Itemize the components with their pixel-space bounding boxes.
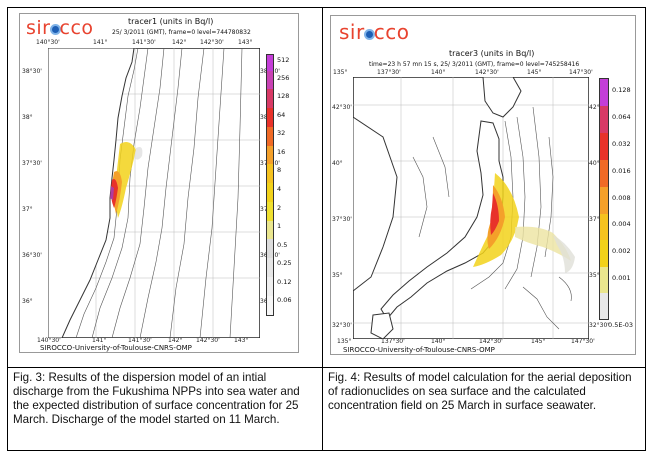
fig4-top-tick: 145°	[527, 69, 542, 76]
fig3-colorbar-label: 8	[277, 166, 282, 174]
fig4-top-tick: 137°30'	[377, 69, 401, 76]
fig4-bottom-tick: 142°30'	[479, 338, 503, 345]
fig3-colorbar-label: 0.06	[277, 296, 292, 304]
fig4-bottom-tick: 135°	[337, 338, 352, 345]
fig3-bottom-tick: 142°30'	[196, 337, 220, 344]
fig3-bottom-tick: 143°	[234, 337, 249, 344]
logo-text-a: sir	[339, 20, 365, 44]
fig4-left-tick: 37°30'	[332, 216, 352, 223]
fig3-caption: Fig. 3: Results of the dispersion model …	[13, 371, 300, 426]
fig3-panel: sir cco tracer1 (units in Bq/l) 25/ 3/201…	[19, 13, 299, 353]
fig3-map	[48, 48, 260, 338]
fig3-left-tick: 38°30'	[22, 68, 42, 75]
fig3-right-tick: 36°	[260, 298, 271, 305]
fig4-colorbar-label: 0.032	[612, 140, 631, 148]
fig4-colorbar-label: 0.016	[612, 167, 631, 175]
fig3-bottom-tick: 141°30'	[128, 337, 152, 344]
fig3-top-tick: 141°	[93, 39, 108, 46]
logo-text-b: cco	[59, 17, 94, 39]
fig4-colorbar-label: 0.064	[612, 113, 631, 121]
fig3-colorbar-label: 256	[277, 74, 290, 82]
fig3-left-tick: 37°30'	[22, 160, 42, 167]
fig4-panel: sir cco tracer3 (units in Bq/l) time=23 h…	[330, 15, 636, 355]
fig3-left-tick: 36°30'	[22, 252, 42, 259]
fig4-bottom-tick: 140°	[431, 338, 446, 345]
fig3-right-tick: 38°	[260, 114, 271, 121]
sirocco-logo: sir cco	[339, 20, 409, 44]
fig4-colorbar-label: 0.128	[612, 86, 631, 94]
fig4-right-tick: 40°	[589, 160, 600, 167]
fig4-colorbar-label: 0.008	[612, 194, 631, 202]
fig4-map	[353, 77, 589, 339]
logo-dot-icon	[363, 29, 375, 40]
fig3-top-tick: 142°30'	[200, 39, 224, 46]
fig4-top-tick: 147°30'	[569, 69, 593, 76]
fig4-left-tick: 42°30'	[332, 104, 352, 111]
fig3-colorbar-label: 0.12	[277, 278, 292, 286]
fig4-right-tick: 35°	[589, 272, 600, 279]
fig3-colorbar-label: 0.25	[277, 259, 292, 267]
fig4-left-tick: 35°	[332, 272, 343, 279]
fig3-title: tracer1 (units in Bq/l)	[128, 17, 214, 26]
fig4-bottom-tick: 145°	[531, 338, 546, 345]
fig3-top-tick: 143°	[238, 39, 253, 46]
figure-table	[7, 7, 646, 451]
fig4-colorbar	[599, 78, 609, 320]
fig3-bottom-tick: 141°	[92, 337, 107, 344]
fig4-colorbar-label: 0.5E-03	[608, 321, 634, 329]
fig4-colorbar-label: 0.001	[612, 274, 631, 282]
fig3-colorbar-label: 16	[277, 148, 286, 156]
fig4-bottom-tick: 147°30'	[571, 338, 595, 345]
fig4-top-tick: 142°30'	[475, 69, 499, 76]
fig3-colorbar-label: 512	[277, 56, 290, 64]
fig3-bottom-tick: 140°30'	[37, 337, 61, 344]
fig4-left-tick: 32°30'	[332, 322, 352, 329]
fig3-left-tick: 36°	[22, 298, 33, 305]
fig4-top-tick: 135°	[333, 69, 348, 76]
fig3-colorbar-label: 32	[277, 129, 286, 137]
row-divider	[7, 367, 646, 368]
logo-text-b: cco	[373, 20, 410, 44]
fig3-left-tick: 37°	[22, 206, 33, 213]
fig4-top-tick: 140°	[431, 69, 446, 76]
fig4-footer: SIROCCO-University-of-Toulouse-CNRS-OMP	[343, 346, 495, 354]
logo-text-a: sir	[26, 17, 51, 39]
fig3-top-tick: 141°30'	[132, 39, 156, 46]
column-divider	[322, 7, 323, 451]
fig3-left-tick: 38°	[22, 114, 33, 121]
fig4-title: tracer3 (units in Bq/l)	[449, 49, 535, 58]
fig3-colorbar-label: 128	[277, 92, 290, 100]
fig3-footer: SIROCCO-University-of-Toulouse-CNRS-OMP	[40, 344, 192, 352]
fig4-right-tick: 37°30'	[589, 216, 609, 223]
fig4-bottom-tick: 137°30'	[381, 338, 405, 345]
fig3-colorbar-label: 0.5	[277, 241, 288, 249]
fig4-subtitle: time=23 h 57 mn 15 s, 25/ 3/2011 (GMT), …	[369, 61, 580, 68]
fig3-colorbar-label: 4	[277, 185, 282, 193]
fig3-colorbar-label: 2	[277, 204, 282, 212]
fig4-right-tick: 42°30'	[589, 104, 609, 111]
fig3-colorbar	[266, 54, 274, 316]
fig4-left-tick: 40°	[332, 160, 343, 167]
fig3-subtitle: 25/ 3/2011 (GMT), frame=0 level=74478083…	[112, 29, 251, 36]
fig4-colorbar-label: 0.004	[612, 220, 631, 228]
fig3-top-tick: 140°30'	[36, 39, 60, 46]
sirocco-logo: sir cco	[26, 17, 94, 39]
fig4-caption: Fig. 4: Results of model calculation for…	[328, 371, 632, 412]
fig4-right-tick: 32°30'	[589, 322, 609, 329]
fig3-top-tick: 142°	[172, 39, 187, 46]
fig4-colorbar-label: 0.002	[612, 247, 631, 255]
fig3-bottom-tick: 142°	[168, 337, 183, 344]
logo-dot-icon	[49, 24, 61, 35]
fig3-colorbar-label: 64	[277, 111, 286, 119]
fig3-colorbar-label: 1	[277, 222, 282, 230]
fig3-right-tick: 37°	[260, 206, 271, 213]
